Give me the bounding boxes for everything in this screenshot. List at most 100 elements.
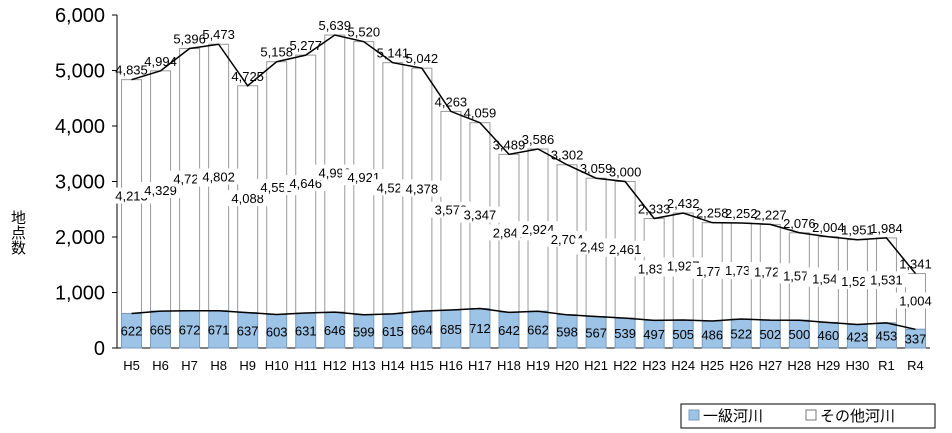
category-label: H29 bbox=[816, 358, 840, 373]
total-label: 3,489 bbox=[493, 137, 526, 152]
series-1-label: 637 bbox=[237, 323, 259, 338]
category-label: H5 bbox=[123, 358, 140, 373]
total-label: 5,520 bbox=[348, 25, 381, 40]
category-label: H13 bbox=[352, 358, 376, 373]
category-label: H9 bbox=[239, 358, 256, 373]
total-label: 1,341 bbox=[899, 257, 932, 272]
series-1-label: 599 bbox=[353, 324, 375, 339]
total-label: 3,302 bbox=[551, 148, 584, 163]
series-1-label: 642 bbox=[498, 323, 520, 338]
total-label: 2,252 bbox=[725, 206, 758, 221]
category-label: H27 bbox=[758, 358, 782, 373]
y-tick-label: 4,000 bbox=[55, 116, 105, 138]
category-label: H17 bbox=[468, 358, 492, 373]
total-label: 3,586 bbox=[522, 132, 555, 147]
series-1-label: 631 bbox=[295, 323, 317, 338]
y-tick-label: 5,000 bbox=[55, 61, 105, 83]
series-1-label: 646 bbox=[324, 323, 346, 338]
total-label: 3,059 bbox=[580, 161, 613, 176]
total-label: 2,258 bbox=[696, 206, 729, 221]
series-2-label: 4,378 bbox=[406, 182, 439, 197]
series-2-label-bg bbox=[196, 168, 241, 185]
total-label: 4,263 bbox=[435, 94, 468, 109]
total-label: 2,432 bbox=[667, 196, 700, 211]
legend: 一級河川 その他河川 bbox=[680, 403, 936, 429]
series-2-label-bg bbox=[603, 240, 647, 257]
total-label: 5,473 bbox=[202, 27, 235, 42]
series-1-label: 622 bbox=[121, 324, 143, 339]
series-1-label: 453 bbox=[876, 328, 898, 343]
series-1-label: 423 bbox=[847, 329, 869, 344]
category-label: H10 bbox=[265, 358, 289, 373]
category-label: H20 bbox=[555, 358, 579, 373]
y-tick-label: 2,000 bbox=[55, 227, 105, 249]
total-label: 4,059 bbox=[464, 106, 497, 121]
y-tick-label: 6,000 bbox=[55, 5, 105, 27]
y-tick-label: 0 bbox=[94, 338, 105, 360]
series-1-label: 522 bbox=[730, 327, 752, 342]
series-1-label: 672 bbox=[179, 322, 201, 337]
series-2-label-bg bbox=[400, 180, 444, 197]
y-axis-label: 地点数 bbox=[9, 210, 27, 255]
category-label: H28 bbox=[787, 358, 811, 373]
series-2-label: 4,802 bbox=[202, 170, 235, 185]
series-2-label-bg bbox=[893, 292, 938, 309]
total-label: 2,227 bbox=[754, 207, 787, 222]
series-1-line bbox=[131, 307, 916, 331]
total-label: 5,639 bbox=[318, 18, 351, 33]
total-label: 2,333 bbox=[638, 202, 671, 217]
category-label: H6 bbox=[152, 358, 169, 373]
total-line bbox=[131, 34, 917, 275]
category-label: H11 bbox=[294, 358, 317, 373]
series-1-label: 598 bbox=[556, 324, 578, 339]
category-label: H12 bbox=[323, 358, 347, 373]
series-1-label: 500 bbox=[788, 327, 810, 342]
category-label: H8 bbox=[210, 358, 227, 373]
legend-swatch-series-2 bbox=[805, 409, 817, 421]
series-2-label: 1,004 bbox=[899, 293, 932, 308]
category-label: H21 bbox=[584, 358, 608, 373]
total-label: 2,004 bbox=[812, 220, 845, 235]
series-2-label-bg bbox=[864, 271, 909, 288]
series-2-label: 1,531 bbox=[870, 272, 903, 287]
series-2-label: 3,347 bbox=[464, 208, 497, 223]
total-label: 5,396 bbox=[173, 32, 206, 47]
series-1-label: 567 bbox=[585, 325, 607, 340]
total-label: 2,076 bbox=[783, 216, 816, 231]
total-label: 5,158 bbox=[260, 45, 293, 60]
category-label: R1 bbox=[878, 358, 895, 373]
total-label: 5,141 bbox=[377, 46, 410, 61]
series-1-label: 460 bbox=[818, 328, 840, 343]
total-label: 5,277 bbox=[289, 38, 322, 53]
total-label: 5,042 bbox=[406, 51, 439, 66]
category-label: H23 bbox=[642, 358, 666, 373]
category-label: H25 bbox=[700, 358, 724, 373]
category-label: H16 bbox=[439, 358, 463, 373]
total-label: 1,951 bbox=[841, 223, 874, 238]
y-axis: 0 1,000 2,000 3,000 4,000 5,000 6,000 bbox=[55, 5, 118, 360]
series-1-label: 664 bbox=[411, 323, 433, 338]
series-2-label: 4,329 bbox=[144, 183, 177, 198]
series-1-label: 505 bbox=[672, 327, 694, 342]
total-label: 3,000 bbox=[609, 165, 642, 180]
series-2-label: 2,461 bbox=[609, 242, 642, 257]
category-label: R4 bbox=[907, 358, 924, 373]
y-tick-label: 1,000 bbox=[55, 283, 105, 305]
total-label: 1,984 bbox=[870, 221, 903, 236]
series-1-label: 662 bbox=[527, 323, 549, 338]
series-1-label: 615 bbox=[382, 324, 404, 339]
category-label: H15 bbox=[410, 358, 434, 373]
series-1-label: 712 bbox=[469, 321, 491, 336]
category-labels: H5 H6 H7 H8 H9 H10 H11 H12 H13 H14 H15 H16 H17 H18 H19… bbox=[123, 358, 924, 373]
category-label: H26 bbox=[729, 358, 753, 373]
total-label: 4,725 bbox=[231, 69, 264, 84]
total-label: 4,994 bbox=[144, 54, 177, 69]
legend-label-series-2: その他河川 bbox=[820, 407, 895, 425]
legend-swatch-series-1 bbox=[688, 409, 700, 421]
y-tick-label: 3,000 bbox=[55, 172, 105, 194]
category-label: H14 bbox=[381, 358, 405, 373]
category-label: H18 bbox=[497, 358, 521, 373]
category-label: H30 bbox=[845, 358, 869, 373]
